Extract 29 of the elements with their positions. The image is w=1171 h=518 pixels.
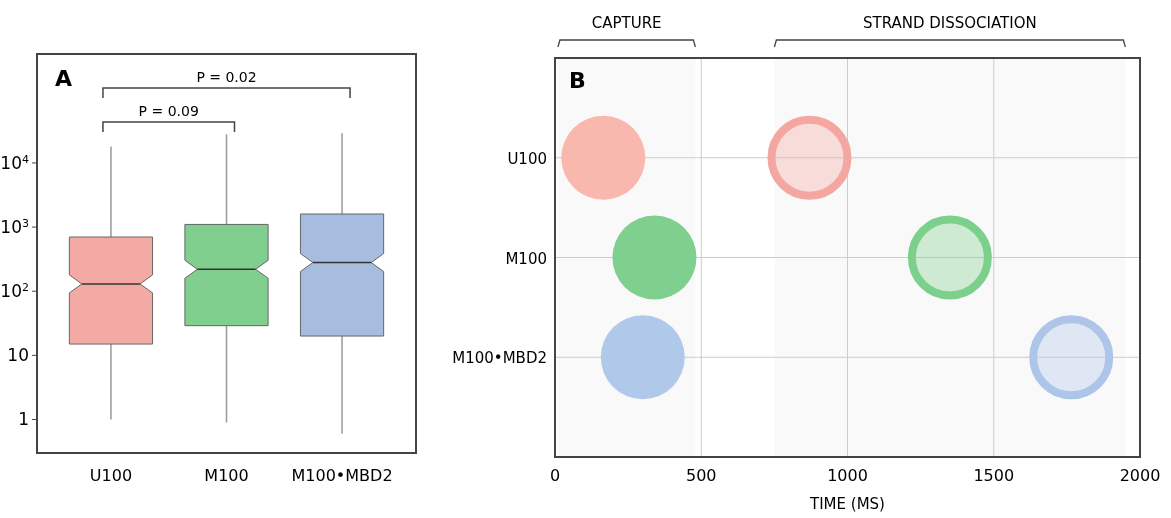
x-tick-label: 500 [685,466,717,485]
annotation: P = 0.09 [138,103,199,119]
band-label: STRAND DISSOCIATION [863,14,1037,32]
point [612,215,697,300]
annotation: P = 0.02 [196,69,257,85]
y-tick-label: U100 [507,149,547,168]
x-tick-label: 1000 [827,466,868,485]
x-tick-label: M100•MBD2 [291,466,393,485]
text: B [569,68,586,93]
point [907,215,992,300]
x-axis-title: TIME (MS) [809,495,885,513]
y-tick-label: M100 [505,249,547,268]
x-tick-label: 0 [549,466,561,485]
text: A [55,66,73,91]
point [561,115,646,200]
x-tick-label: M100 [204,466,249,485]
point [767,115,852,200]
y-tick-label: 10$^{4}$ [0,152,29,173]
point [600,315,685,400]
x-tick-label: U100 [89,466,133,485]
y-tick-label: 10$^{2}$ [0,280,29,302]
y-tick-label: 1 [18,409,29,430]
y-tick-label: 10 [7,345,29,366]
y-tick-label: M100•MBD2 [452,349,547,368]
x-tick-label: 1500 [973,466,1015,485]
point [1029,315,1114,400]
y-tick-label: 10$^{3}$ [0,216,29,238]
x-tick-label: 2000 [1119,466,1161,485]
band-label: CAPTURE [591,14,662,32]
